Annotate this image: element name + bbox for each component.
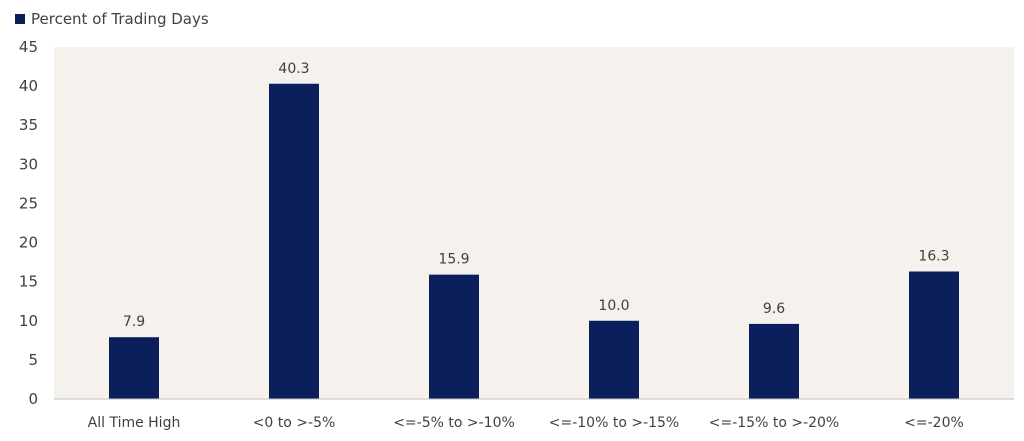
y-tick-label: 15 [19, 273, 38, 291]
category-label: <0 to >-5% [253, 415, 336, 431]
category-label: <=-20% [904, 415, 964, 431]
y-tick-label: 10 [19, 312, 38, 330]
bar [269, 83, 319, 400]
data-label: 15.9 [438, 252, 469, 268]
data-labels: 7.9 40.3 15.9 10.0 9.6 16.3 [123, 61, 950, 330]
data-label: 10.0 [598, 298, 629, 314]
category-label: <=-5% to >-10% [393, 415, 515, 431]
bar [109, 337, 159, 399]
bars [109, 83, 959, 400]
y-tick-label: 25 [19, 194, 38, 212]
data-label: 40.3 [278, 61, 309, 77]
y-tick-label: 30 [19, 155, 38, 173]
data-label: 7.9 [123, 314, 145, 330]
y-tick-label: 35 [19, 116, 38, 134]
y-tick-label: 5 [28, 351, 38, 369]
y-tick-label: 20 [19, 234, 38, 252]
x-axis: All Time High <0 to >-5% <=-5% to >-10% <=-… [88, 415, 964, 431]
category-label: <=-15% to >-20% [709, 415, 839, 431]
legend: Percent of Trading Days [15, 10, 209, 28]
bar [749, 323, 799, 399]
data-label: 16.3 [918, 248, 949, 264]
data-label: 9.6 [763, 301, 785, 317]
legend-swatch [15, 14, 25, 24]
bar [429, 274, 479, 399]
plot-area [54, 47, 1014, 399]
bar [909, 271, 959, 399]
y-axis: 0 5 10 15 20 25 30 35 40 45 [19, 38, 38, 408]
category-label: <=-10% to >-15% [549, 415, 679, 431]
category-label: All Time High [88, 415, 181, 431]
y-tick-label: 45 [19, 38, 38, 56]
bar [589, 320, 639, 399]
legend-label: Percent of Trading Days [31, 10, 209, 28]
y-tick-label: 40 [19, 77, 38, 95]
y-tick-label: 0 [28, 390, 38, 408]
